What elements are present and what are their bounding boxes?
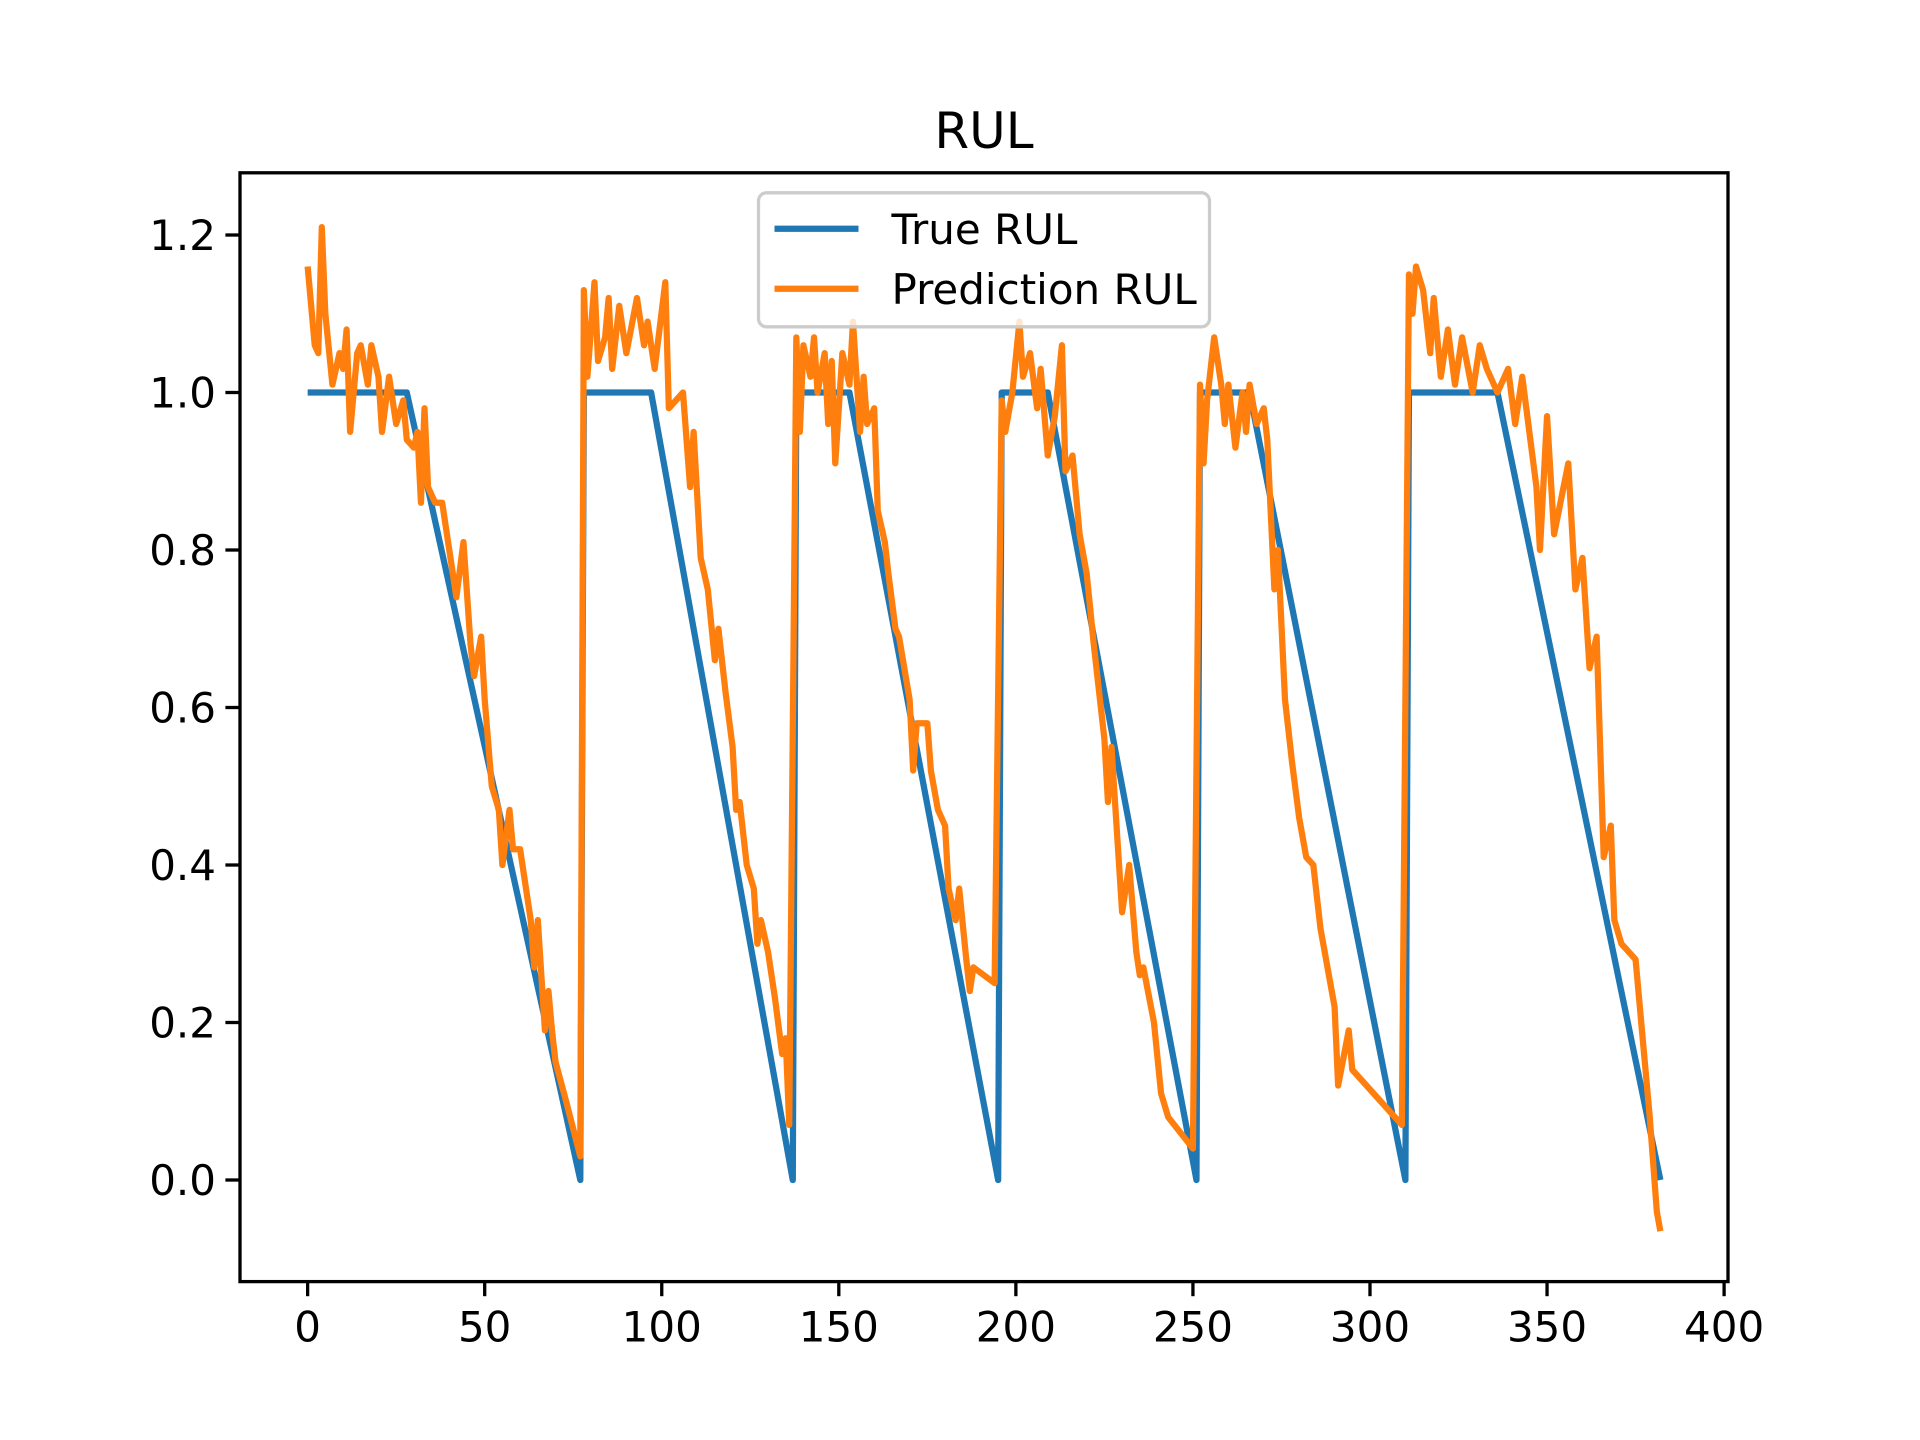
axes-frame	[238, 171, 1730, 1284]
chart-title: RUL	[934, 102, 1033, 160]
x-tick-label: 350	[1507, 1303, 1587, 1352]
y-tick-label: 0.8	[149, 526, 216, 575]
y-tick-label: 0.6	[149, 684, 216, 733]
x-tick-label: 0	[294, 1303, 321, 1352]
y-tick-label: 0.0	[149, 1156, 216, 1205]
series-line	[304, 224, 1664, 1232]
legend-box	[756, 191, 1212, 329]
x-tick-label: 200	[976, 1303, 1056, 1352]
y-tick-label: 0.4	[149, 841, 216, 890]
legend-label: Prediction RUL	[892, 265, 1198, 314]
x-tick-label: 300	[1330, 1303, 1410, 1352]
x-tick-label: 100	[622, 1303, 702, 1352]
x-tick-label: 400	[1684, 1303, 1764, 1352]
x-tick-label: 150	[799, 1303, 879, 1352]
legend-label: True RUL	[891, 205, 1078, 254]
y-tick-label: 0.2	[149, 999, 216, 1048]
x-tick-label: 250	[1153, 1303, 1233, 1352]
y-tick-label: 1.2	[149, 211, 216, 260]
x-tick-label: 50	[458, 1303, 511, 1352]
y-tick-label: 1.0	[149, 369, 216, 418]
